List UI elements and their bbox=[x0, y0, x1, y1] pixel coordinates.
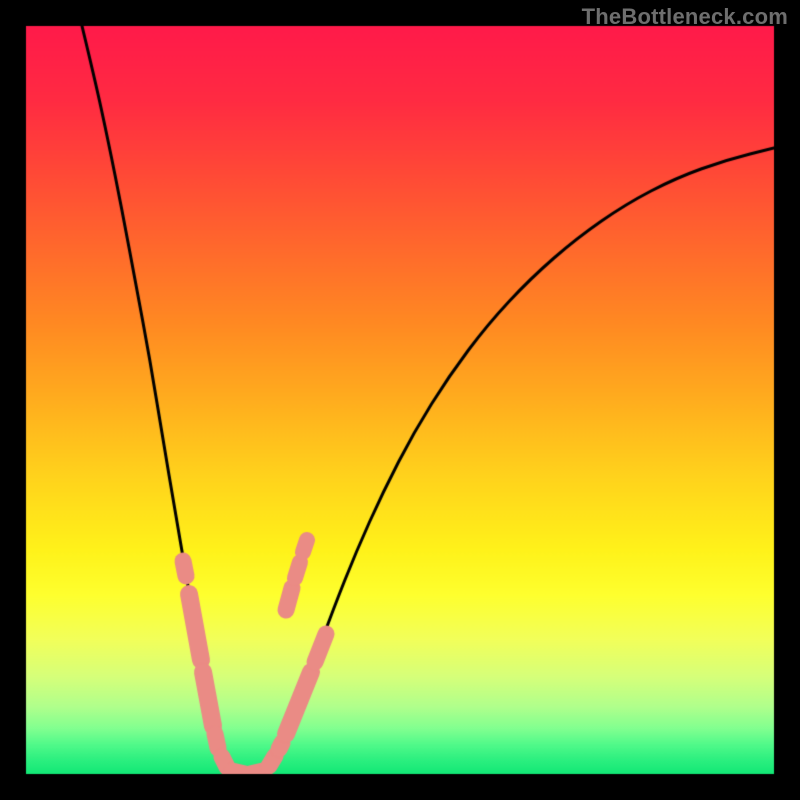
chart-container: TheBottleneck.com bbox=[0, 0, 800, 800]
watermark-text: TheBottleneck.com bbox=[582, 4, 788, 30]
chart-canvas bbox=[0, 0, 800, 800]
